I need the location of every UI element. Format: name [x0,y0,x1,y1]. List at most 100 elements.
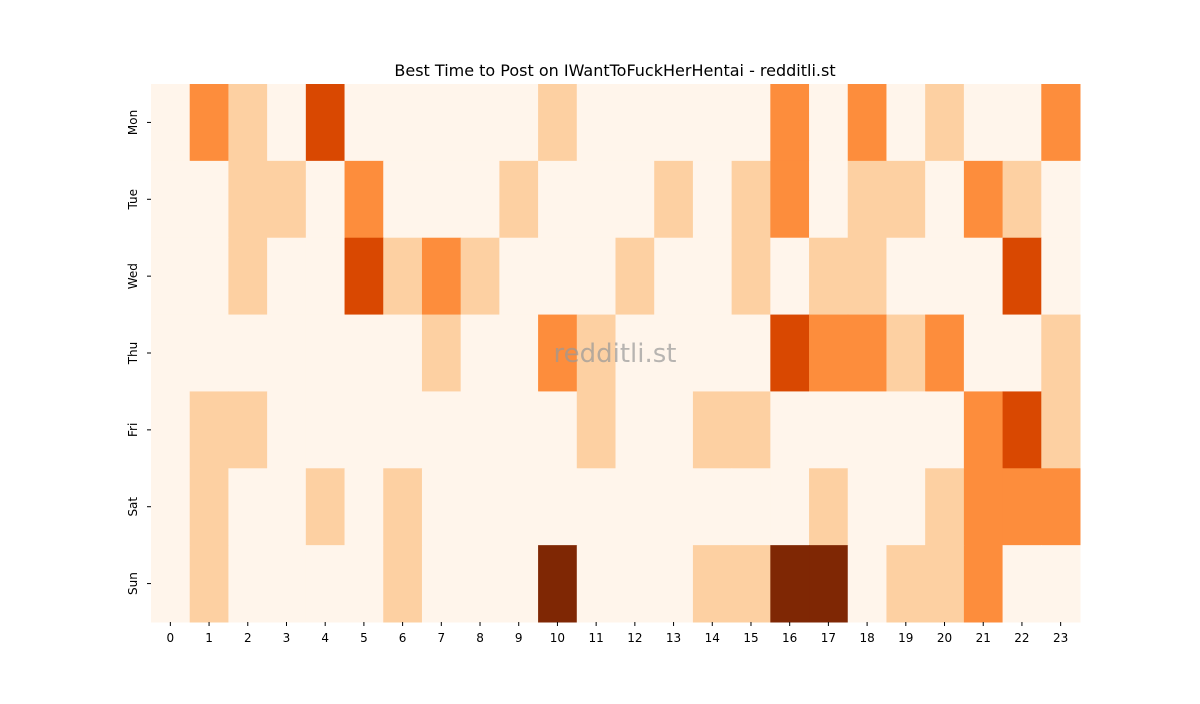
heatmap-cell [886,314,926,392]
x-tick-label: 7 [437,631,445,645]
heatmap-cell [963,84,1004,162]
heatmap-cell [538,468,578,546]
x-tick-label: 14 [705,631,720,645]
heatmap-cell [692,237,733,316]
x-tick-label: 4 [321,631,329,645]
heatmap-cell [925,314,965,392]
x-tick-label: 12 [627,631,642,645]
heatmap-cell [383,237,423,316]
heatmap-cell [228,468,268,546]
heatmap-cell [809,160,849,239]
heatmap-cell [460,468,500,546]
heatmap-cell [189,468,229,546]
x-tick-label: 21 [976,631,991,645]
heatmap-cell [538,237,578,316]
heatmap-cell [576,160,616,239]
heatmap-cell [886,468,926,546]
heatmap-cell [538,160,578,239]
heatmap-cell [576,468,616,546]
heatmap-cell [151,468,191,546]
heatmap-cell [576,545,616,623]
heatmap-cell [538,545,578,623]
heatmap-cell [731,84,771,162]
heatmap-cell [731,545,771,623]
heatmap-cell [305,237,346,316]
heatmap-cell [692,160,733,239]
heatmap-cell [228,391,268,469]
heatmap-cell [615,160,655,239]
heatmap-cell [1002,237,1042,316]
heatmap-cell [692,84,733,162]
heatmap-cell [421,314,462,392]
x-tick-label: 18 [859,631,874,645]
heatmap-cell [383,314,423,392]
heatmap-cell [1041,314,1081,392]
heatmap-cell [421,545,462,623]
heatmap-cell [770,160,810,239]
heatmap-cell [267,314,307,392]
heatmap-cell [228,545,268,623]
heatmap-cell [963,237,1004,316]
heatmap-cell [809,314,849,392]
heatmap-cell [925,468,965,546]
heatmap-cell [421,84,462,162]
heatmap-cell [383,160,423,239]
heatmap-cell [151,545,191,623]
heatmap-cell [499,468,539,546]
heatmap-cell [1002,468,1042,546]
heatmap-cell [460,84,500,162]
x-tick-label: 10 [550,631,565,645]
heatmap-cell [151,314,191,392]
y-tick-label: Thu [126,342,140,366]
x-tick-label: 9 [515,631,523,645]
heatmap-cell [344,84,384,162]
y-tick-label: Tue [126,189,140,211]
heatmap-cell [344,314,384,392]
heatmap-cell [305,160,346,239]
heatmap-cell [809,84,849,162]
heatmap-cell [847,391,887,469]
heatmap-cell [615,391,655,469]
heatmap-cell [1041,84,1081,162]
heatmap-cell [731,391,771,469]
heatmap-cell [731,468,771,546]
heatmap-cell [344,237,384,316]
heatmap-cell [267,237,307,316]
heatmap-cell [383,545,423,623]
heatmap-cell [886,391,926,469]
heatmap-cell [189,314,229,392]
heatmap-cell [460,314,500,392]
heatmap-cell [344,391,384,469]
heatmap-cell [770,545,810,623]
heatmap-cell [1041,468,1081,546]
heatmap-cell [460,391,500,469]
heatmap-cell [615,545,655,623]
heatmap-cell [538,391,578,469]
heatmap-cell [654,84,694,162]
heatmap-cell [305,468,346,546]
heatmap-cell [267,545,307,623]
watermark: redditli.st [554,339,677,369]
heatmap-cell [305,84,346,162]
heatmap-cell [1002,391,1042,469]
x-tick-label: 5 [360,631,368,645]
heatmap-cell [460,545,500,623]
chart-title: Best Time to Post on IWantToFuckHerHenta… [394,61,835,80]
heatmap-cell [460,160,500,239]
heatmap-cell [499,314,539,392]
heatmap-cell [809,468,849,546]
y-tick-label: Sat [126,497,140,517]
heatmap-cell [267,84,307,162]
x-tick-label: 23 [1053,631,1068,645]
heatmap-cell [499,160,539,239]
heatmap-cell [1041,391,1081,469]
heatmap-cell [963,160,1004,239]
heatmap-cell [770,391,810,469]
heatmap-cell [1041,160,1081,239]
heatmap-cell [344,160,384,239]
heatmap-cell [886,545,926,623]
heatmap-cell [267,391,307,469]
heatmap-cell [305,314,346,392]
heatmap-cell [189,545,229,623]
